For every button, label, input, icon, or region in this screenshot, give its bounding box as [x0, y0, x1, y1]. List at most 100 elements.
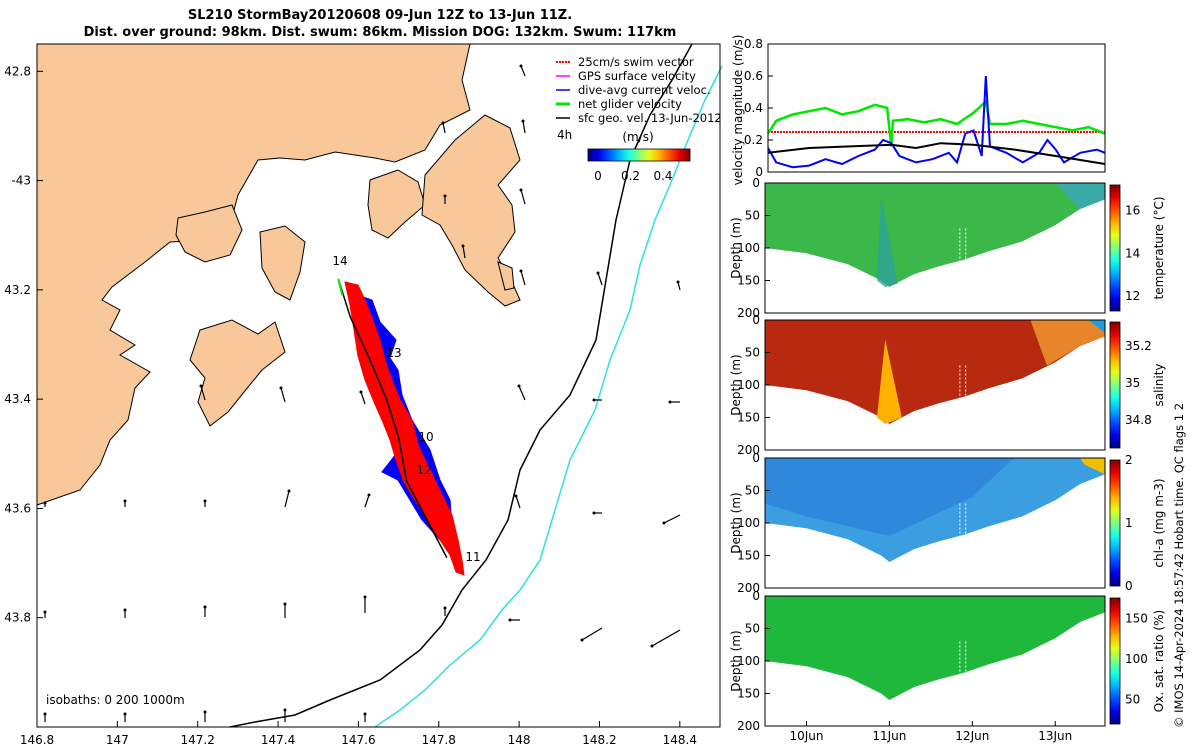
section-x-tick-label: 12Jun: [955, 729, 989, 743]
velocity-y-tick-label: 0.4: [744, 101, 763, 115]
chl-a-y-tick-label: 200: [737, 581, 760, 595]
chl-a-colorbar: [1109, 459, 1121, 587]
chl-a-y-tick-label: 100: [737, 516, 760, 530]
isobath-note: isobaths: 0 200 1000m: [46, 693, 185, 707]
sfc-geo-velocity-arrowhead: [650, 644, 654, 648]
salinity-colorbar-label: salinity: [1152, 363, 1166, 406]
glider-track: [337, 278, 448, 558]
sfc-geo-velocity-arrowhead: [592, 398, 596, 402]
sfc-geo-velocity-arrowhead: [43, 501, 47, 505]
legend-label: 25cm/s swim vector: [578, 55, 694, 69]
sfc-geo-velocity-arrowhead: [203, 605, 207, 609]
chl-a-y-tick-label: 50: [745, 484, 760, 498]
velocity-y-tick-label: 0.6: [744, 69, 763, 83]
section-x-tick-label: 11Jun: [872, 729, 906, 743]
salinity-colorbar: [1109, 321, 1121, 449]
salinity-section-fill: [765, 320, 1105, 424]
sfc-geo-velocity-arrowhead: [443, 194, 447, 198]
oxygen-colorbar-label: Ox. sat. ratio (%): [1152, 610, 1166, 712]
salinity-y-tick-label: 0: [752, 313, 760, 327]
oxygen-colorbar-tick-label: 50: [1125, 693, 1140, 707]
oxygen-colorbar-tick-label: 150: [1125, 611, 1148, 625]
map-x-tick-label: 146.8: [20, 733, 54, 747]
map-x-tick-label: 147.8: [422, 733, 456, 747]
sfc-geo-velocity-arrowhead: [596, 271, 600, 275]
salinity-colorbar-tick-label: 35.2: [1125, 339, 1152, 353]
sfc-geo-velocity-arrowhead: [517, 384, 521, 388]
figure-title-line-2: Dist. over ground: 98km. Dist. swum: 86k…: [83, 25, 677, 40]
temperature-colorbar-tick-label: 12: [1125, 289, 1140, 303]
map-panel: 14 13 10 12 11 146.8 147 147.2 147.4 147.6 147.8 14…: [4, 43, 723, 747]
land-peninsula: [175, 204, 243, 263]
colorbar-tick-label: 0.2: [621, 169, 640, 183]
velocity-series-line: [767, 142, 1106, 165]
sfc-geo-velocity-arrow: [518, 385, 526, 401]
map-frame: [36, 43, 721, 728]
legend-label: net glider velocity: [578, 97, 682, 111]
colorbar-tick-label: 0: [594, 169, 602, 183]
map-x-tick-label: 148.4: [663, 733, 697, 747]
section-x-tick-label: 13Jun: [1038, 729, 1072, 743]
salinity-colorbar-tick-label: 34.8: [1125, 413, 1152, 427]
map-y-tick-label: 42.8: [4, 64, 31, 78]
sfc-geo-velocity-arrowhead: [123, 499, 127, 503]
temperature-y-label: Depth (m): [729, 217, 743, 278]
sfc-geo-velocity-arrowhead: [123, 608, 127, 612]
net-glider-velocity-vector: [337, 278, 344, 296]
chl-a-bloom-patch: [1080, 458, 1105, 475]
isobath-200m: [229, 43, 693, 728]
section-x-tick-label: 10Jun: [789, 729, 823, 743]
salinity-y-tick-label: 150: [737, 411, 760, 425]
map-x-tick-label: 148.2: [582, 733, 616, 747]
sfc-geo-velocity-arrow: [442, 122, 446, 134]
sfc-geo-velocity-arrowhead: [287, 489, 291, 493]
sfc-geo-velocity-arrowhead: [367, 493, 371, 497]
day-label: 14: [332, 254, 347, 268]
chl-a-y-tick-label: 150: [737, 549, 760, 563]
temperature-edge-patch: [1055, 183, 1105, 209]
sfc-geo-velocity-arrow: [663, 514, 681, 524]
salinity-y-tick-label: 50: [745, 346, 760, 360]
sfc-geo-velocity-arrowhead: [580, 638, 584, 642]
temperature-section-fill: [765, 183, 1105, 287]
speed-colorbar: [587, 148, 691, 162]
sfc-geo-velocity-arrowhead: [283, 602, 287, 606]
sfc-geo-velocity-arrowhead: [461, 244, 465, 248]
map-y-tick-label: 43.4: [4, 392, 31, 406]
day-label: 13: [386, 346, 401, 360]
land-tasman-island: [497, 261, 515, 291]
sfc-geo-velocity-arrowhead: [279, 386, 283, 390]
sfc-geo-velocity-arrow: [284, 490, 290, 508]
chl-a-surface-band: [765, 458, 1014, 536]
oxygen-y-tick-label: 100: [737, 654, 760, 668]
sfc-geo-velocity-arrow: [462, 245, 466, 259]
temperature-colorbar: [1109, 184, 1121, 312]
map-x-tick-label: 148: [508, 733, 531, 747]
chl-a-colorbar-tick-label: 2: [1125, 453, 1133, 467]
day-label: 12: [416, 463, 431, 477]
sfc-geo-velocity-arrowhead: [592, 511, 596, 515]
temperature-colorbar-label: temperature (°C): [1152, 197, 1166, 300]
legend-label: sfc geo. vel. 13-Jun-2012: [578, 111, 722, 125]
sfc-geo-velocity-arrow: [520, 65, 526, 77]
oxygen-section-fill: [765, 596, 1105, 700]
figure-title-line-1: SL210 StormBay20120608 09-Jun 12Z to 13-…: [187, 8, 573, 23]
temperature-cool-plume: [876, 196, 898, 287]
sfc-geo-velocity-arrowhead: [203, 499, 207, 503]
salinity-y-tick-label: 100: [737, 378, 760, 392]
sfc-geo-velocity-arrow: [581, 627, 603, 641]
day-label: 11: [465, 550, 480, 564]
legend-label: dive-avg current veloc.: [578, 83, 711, 97]
land-south-arm: [259, 225, 306, 301]
day-label: 10: [418, 430, 433, 444]
oxygen-y-tick-label: 50: [745, 622, 760, 636]
velocity-y-tick-label: 0: [755, 165, 763, 179]
velocity-y-tick-label: 0.2: [744, 133, 763, 147]
map-x-tick-label: 147.2: [181, 733, 215, 747]
sfc-geo-velocity-arrowhead: [521, 119, 525, 123]
velocity-series-line: [766, 99, 1106, 147]
velocity-y-label: velocity magnitude (m/s): [731, 35, 745, 186]
sfc-geo-velocity-arrowhead: [123, 712, 127, 716]
